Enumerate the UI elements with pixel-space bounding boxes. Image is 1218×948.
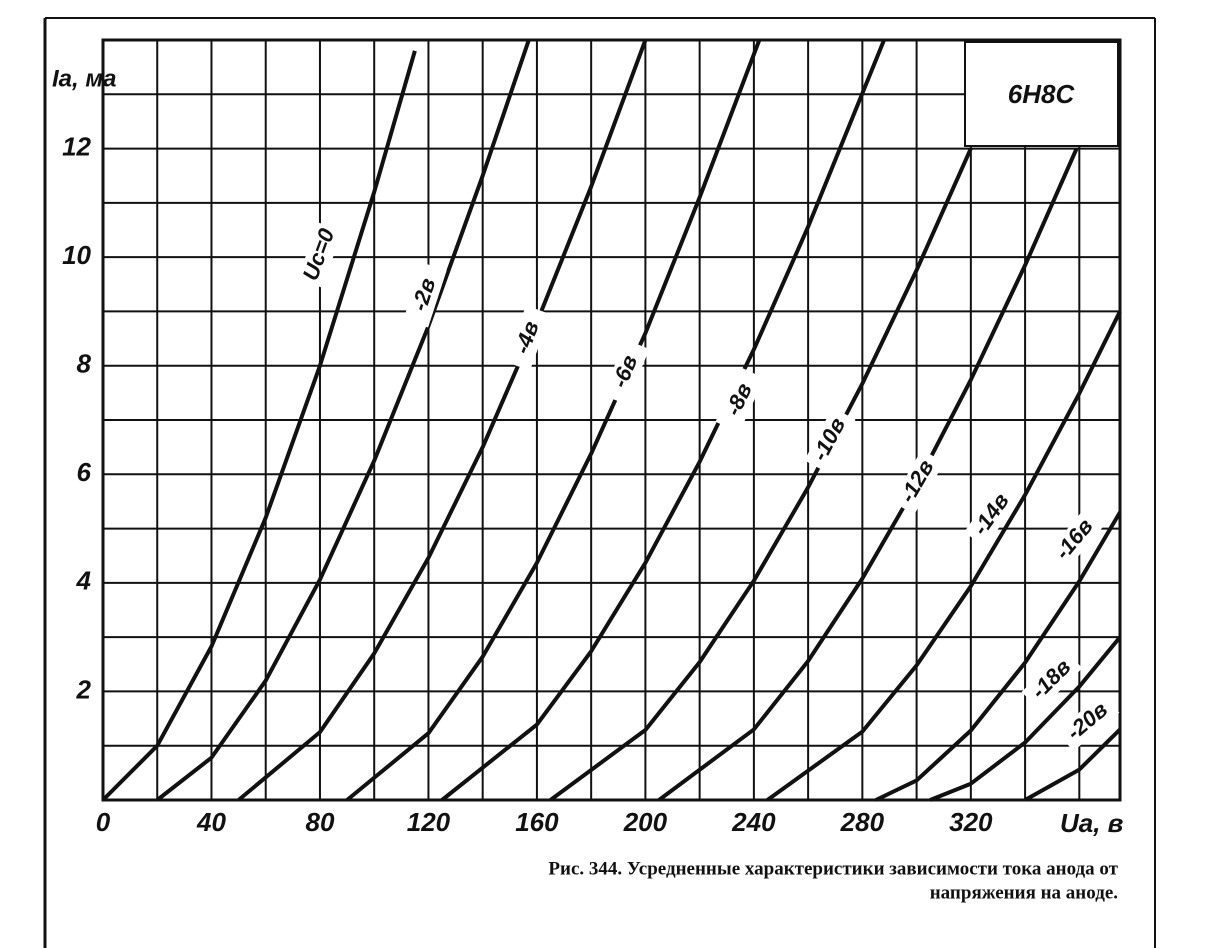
curve-label-bg: [602, 339, 650, 405]
curve: [1024, 728, 1122, 802]
curve-label-bg: [891, 449, 945, 515]
title-box: [964, 41, 1119, 147]
x-tick-label: 200: [623, 807, 668, 837]
curve-label-bg: [1045, 508, 1105, 572]
curve: [237, 39, 648, 802]
curve: [345, 39, 762, 802]
curve: [156, 39, 531, 802]
curve: [101, 50, 417, 802]
x-axis-label: Uа, в: [1060, 808, 1124, 838]
curve-label-bg: [804, 407, 856, 473]
y-tick-label: 2: [76, 674, 92, 704]
curve: [875, 511, 1122, 802]
y-tick-label: 4: [76, 566, 92, 596]
curve-label-bg: [1021, 649, 1083, 711]
chart-title: 6Н8С: [1008, 79, 1076, 109]
curve: [657, 147, 1079, 802]
x-tick-label: 240: [731, 807, 776, 837]
y-axis-label: Iа, ма: [52, 65, 116, 92]
curve-label-bg: [715, 367, 765, 433]
y-tick-label: 6: [77, 457, 92, 487]
curve-label-bg: [403, 262, 447, 328]
curve: [440, 39, 886, 802]
caption: Рис. 344. Усредненные характеристики зав…: [548, 858, 1118, 879]
curve: [766, 310, 1122, 802]
y-tick-label: 8: [77, 349, 92, 379]
x-tick-label: 120: [407, 807, 451, 837]
curve-label-bg: [1056, 692, 1120, 752]
caption: напряжения на аноде.: [930, 882, 1118, 903]
x-tick-label: 160: [515, 807, 559, 837]
curve-label-bg: [297, 222, 343, 288]
x-tick-label: 0: [96, 807, 111, 837]
x-tick-label: 80: [305, 807, 334, 837]
curve: [929, 635, 1122, 802]
x-tick-label: 320: [949, 807, 993, 837]
curve-label-bg: [964, 482, 1020, 548]
y-tick-label: 12: [62, 131, 91, 161]
y-tick-label: 10: [62, 240, 91, 270]
x-tick-label: 280: [840, 807, 885, 837]
curve-label-bg: [505, 305, 551, 371]
curve: [549, 147, 973, 802]
x-tick-label: 40: [196, 807, 226, 837]
